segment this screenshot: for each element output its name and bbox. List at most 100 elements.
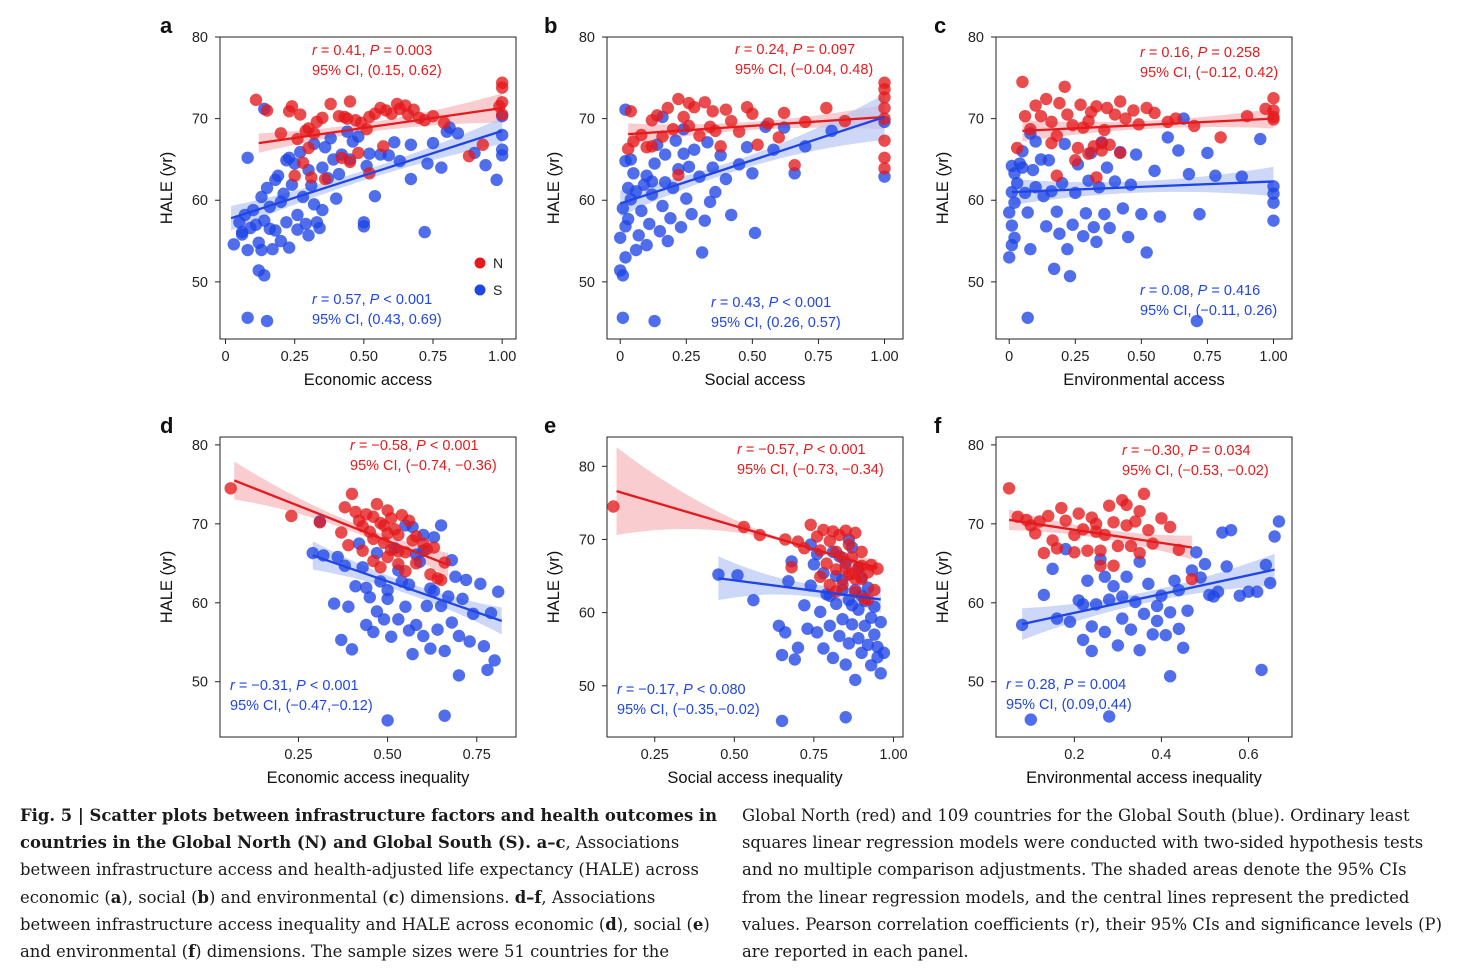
point-south [616, 311, 630, 324]
y-tick-label: 60 [579, 606, 595, 622]
point-south [316, 161, 329, 174]
point-north [845, 567, 859, 581]
y-tick-label: 80 [968, 30, 984, 46]
point-south [656, 199, 669, 213]
point-south [643, 217, 656, 231]
point-north [1127, 104, 1140, 117]
point-south [775, 714, 789, 728]
point-north [714, 140, 727, 153]
point-south [269, 224, 282, 237]
point-north [1114, 146, 1127, 160]
point-south [1133, 555, 1146, 568]
point-south [342, 600, 355, 613]
point-north [335, 526, 348, 539]
point-south [327, 597, 341, 610]
point-south [669, 134, 682, 147]
x-tick-label: 0.25 [1061, 349, 1089, 365]
point-north [1090, 171, 1103, 184]
point-south [1098, 207, 1111, 221]
point-north [1028, 527, 1042, 540]
point-south [1050, 205, 1063, 218]
point-south [280, 154, 293, 167]
point-south [845, 599, 859, 612]
point-south [1010, 176, 1024, 190]
point-south [488, 654, 501, 667]
south-stat-r: r = 0.28, P = 0.004 [1006, 677, 1126, 693]
point-south [1063, 269, 1077, 283]
point-south [1254, 132, 1267, 146]
point-north [1059, 514, 1072, 527]
point-south [677, 147, 690, 160]
point-north [624, 105, 637, 118]
point-north [260, 104, 274, 117]
point-south [1003, 251, 1016, 264]
point-north [651, 109, 664, 122]
point-north [1058, 80, 1071, 93]
point-south [1090, 235, 1103, 249]
y-axis-label: HALE (yr) [158, 152, 176, 224]
north-stat-ci: 95% CI, (−0.53, −0.02) [1122, 463, 1269, 479]
point-north [751, 138, 764, 151]
point-south [779, 626, 792, 639]
point-south [426, 136, 440, 150]
point-south [255, 243, 268, 257]
point-south [1181, 604, 1194, 617]
legend-marker-north [474, 257, 486, 269]
point-south [404, 172, 418, 186]
point-north [1029, 99, 1042, 112]
point-south [614, 231, 627, 244]
point-north [1102, 499, 1116, 512]
point-north [392, 545, 405, 558]
point-south [1015, 618, 1029, 632]
x-tick-label: 0.4 [1151, 747, 1171, 763]
point-south [714, 149, 727, 162]
point-south [1046, 562, 1059, 576]
point-north [338, 501, 352, 514]
point-south [452, 629, 466, 643]
point-north [1133, 505, 1146, 518]
fit-line-north [258, 106, 503, 145]
point-south [629, 243, 643, 257]
point-south [363, 591, 376, 604]
x-tick-label: 0.2 [1064, 747, 1084, 763]
point-south [842, 637, 856, 650]
panel-label-e: e [544, 413, 556, 438]
point-south [1190, 314, 1204, 328]
point-south [431, 623, 444, 636]
point-south [1150, 599, 1164, 613]
point-south [1120, 570, 1133, 583]
north-stat-r: r = −0.30, P = 0.034 [1122, 443, 1251, 459]
fit-line-north [616, 490, 878, 570]
point-south [1102, 593, 1116, 606]
point-south [748, 226, 762, 240]
point-north [855, 545, 868, 559]
x-tick-label: 0.50 [1127, 349, 1155, 365]
point-south [703, 195, 717, 209]
point-south [495, 128, 509, 142]
point-north [318, 172, 332, 186]
axes-frame [219, 36, 517, 340]
point-north [868, 583, 881, 597]
point-south [1100, 161, 1114, 174]
point-south [1242, 585, 1255, 598]
point-south [1111, 639, 1125, 652]
point-south [823, 619, 836, 632]
point-south [810, 626, 824, 639]
point-north [313, 516, 327, 529]
point-north [849, 526, 862, 540]
point-north [1111, 539, 1125, 553]
point-south [388, 136, 401, 149]
point-south [456, 592, 469, 606]
x-tick-label: 0.25 [284, 747, 312, 763]
point-south [1040, 220, 1053, 233]
point-south [1107, 580, 1120, 593]
point-north [878, 151, 891, 164]
x-tick-label: 0.25 [672, 349, 700, 365]
point-south [1220, 560, 1233, 573]
x-tick-label: 1.00 [870, 349, 898, 365]
point-south [836, 612, 849, 626]
point-south [1103, 221, 1116, 235]
point-north [1214, 131, 1227, 144]
north-stat-ci: 95% CI, (−0.04, 0.48) [735, 62, 873, 78]
x-tick-label: 0.75 [800, 747, 828, 763]
